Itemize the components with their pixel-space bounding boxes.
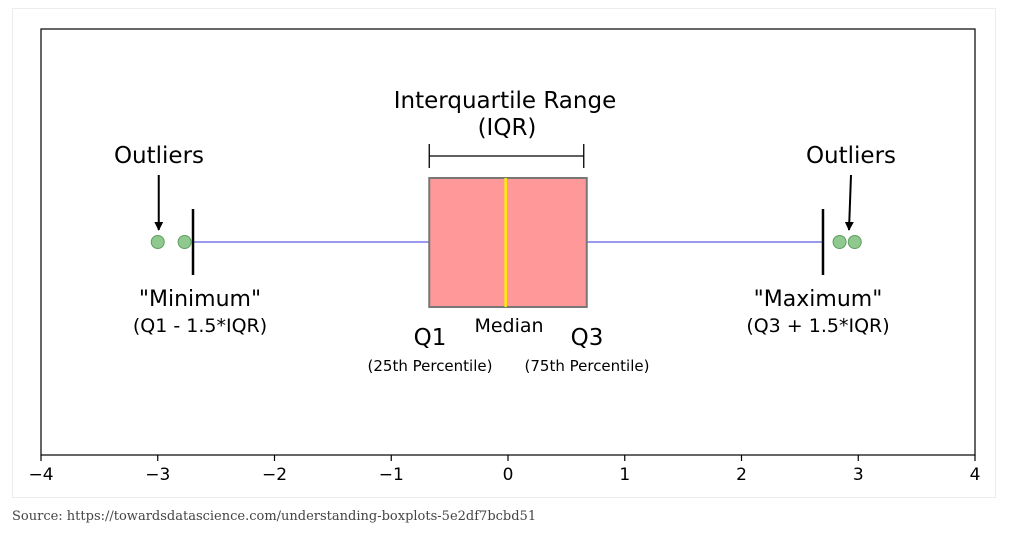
- q3-label: Q3: [571, 325, 604, 351]
- iqr-bracket: [428, 144, 585, 168]
- x-tick-label: −3: [145, 465, 170, 485]
- iqr-title-line1: Interquartile Range: [394, 88, 616, 114]
- q1-label: Q1: [414, 325, 447, 351]
- x-tick-label: 2: [736, 465, 747, 485]
- outlier-point: [177, 235, 192, 249]
- minimum-formula: (Q1 - 1.5*IQR): [133, 315, 267, 337]
- x-tick-label: −1: [379, 465, 404, 485]
- x-axis: −4 −3 −2 −1 0 1 2 3 4: [28, 455, 980, 485]
- q3-sublabel: (75th Percentile): [525, 357, 650, 375]
- x-tick-label: −4: [28, 465, 53, 485]
- iqr-title-line2: (IQR): [478, 115, 537, 141]
- q1-sublabel: (25th Percentile): [368, 357, 493, 375]
- outlier-point: [150, 235, 165, 249]
- outliers-label-right: Outliers: [806, 143, 896, 169]
- outliers-label-left: Outliers: [114, 143, 204, 169]
- outlier-point: [847, 235, 862, 249]
- maximum-formula: (Q3 + 1.5*IQR): [746, 315, 889, 337]
- x-tick-label: 1: [619, 465, 630, 485]
- figure-frame: [12, 8, 996, 498]
- minimum-label: "Minimum": [139, 287, 261, 312]
- x-tick-label: 3: [853, 465, 864, 485]
- median-label: Median: [474, 315, 543, 337]
- x-tick-label: 0: [503, 465, 514, 485]
- outlier-point: [832, 235, 847, 249]
- boxplot-chart: −4 −3 −2 −1 0 1 2 3 4 Interquartile Range (IQR) …: [28, 28, 980, 485]
- outlier-arrow-right: [844, 174, 854, 231]
- maximum-label: "Maximum": [754, 287, 883, 312]
- source-caption: Source: https://towardsdatascience.com/u…: [12, 509, 537, 524]
- x-tick-label: −2: [262, 465, 287, 485]
- outliers-group: [150, 235, 862, 249]
- x-tick-label: 4: [970, 465, 981, 485]
- iqr-box: [428, 177, 588, 308]
